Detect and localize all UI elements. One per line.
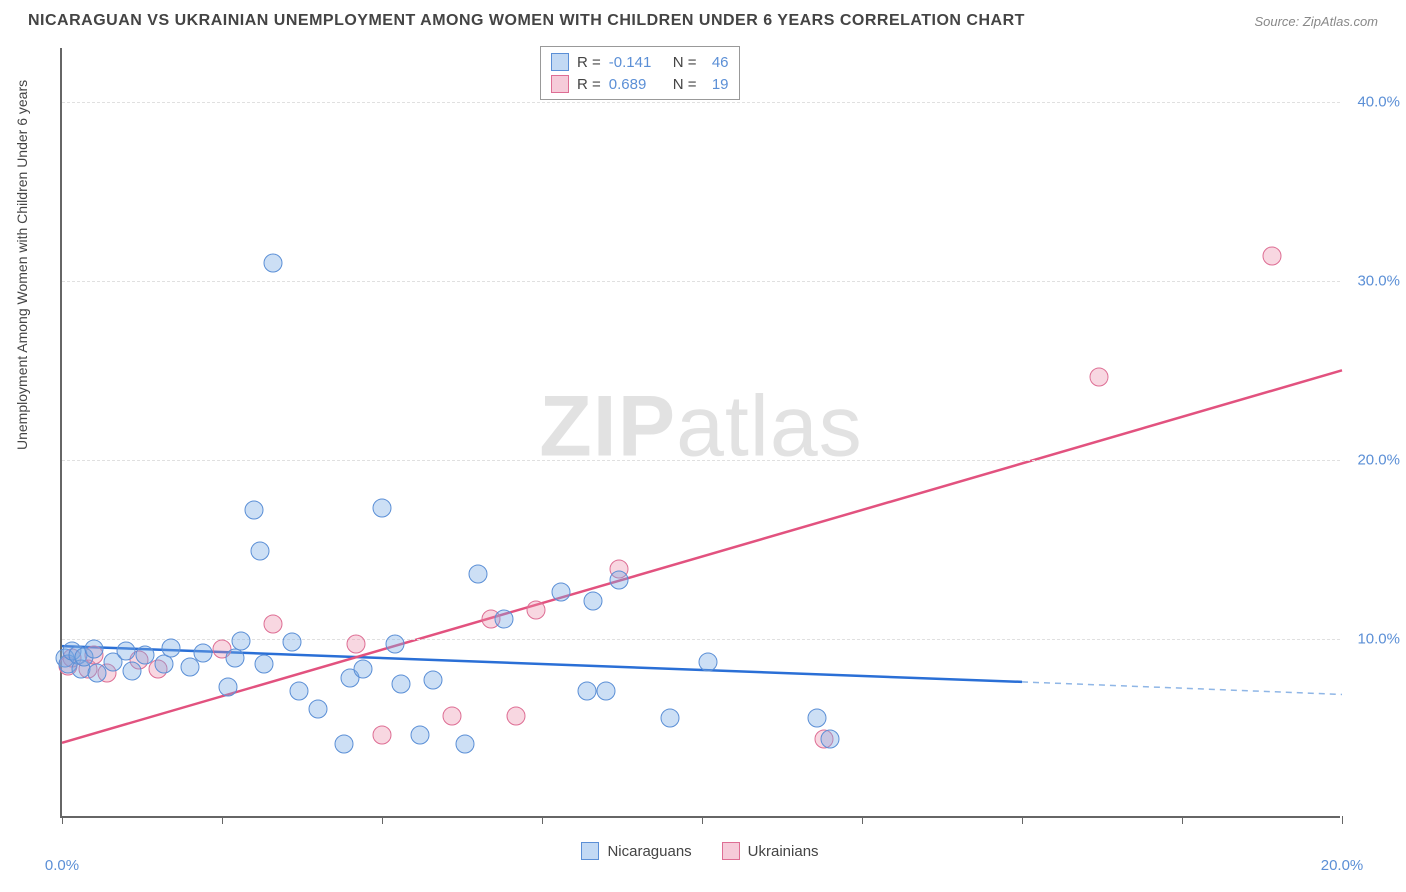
- data-point-nicaraguans: [385, 635, 404, 654]
- data-point-nicaraguans: [254, 654, 273, 673]
- N-label: N =: [673, 54, 697, 71]
- data-point-nicaraguans: [334, 735, 353, 754]
- legend-label-nicaraguans: Nicaraguans: [607, 843, 691, 860]
- data-point-nicaraguans: [699, 653, 718, 672]
- data-point-nicaraguans: [469, 565, 488, 584]
- x-tick: [542, 816, 543, 824]
- data-point-nicaraguans: [411, 726, 430, 745]
- x-tick: [382, 816, 383, 824]
- regression-lines: [62, 48, 1340, 816]
- data-point-nicaraguans: [136, 645, 155, 664]
- legend-series: Nicaraguans Ukrainians: [60, 842, 1340, 860]
- data-point-ukrainians: [373, 726, 392, 745]
- legend-correlation: R = -0.141 N = 46 R = 0.689 N = 19: [540, 46, 740, 100]
- data-point-nicaraguans: [494, 610, 513, 629]
- data-point-nicaraguans: [123, 661, 142, 680]
- x-tick: [1182, 816, 1183, 824]
- swatch-pink-icon: [722, 842, 740, 860]
- data-point-nicaraguans: [584, 592, 603, 611]
- x-tick: [62, 816, 63, 824]
- gridline: [62, 460, 1340, 461]
- data-point-nicaraguans: [283, 633, 302, 652]
- legend-row-nicaraguans: R = -0.141 N = 46: [551, 51, 729, 73]
- y-tick-label: 40.0%: [1357, 93, 1400, 110]
- data-point-nicaraguans: [193, 644, 212, 663]
- x-tick: [1342, 816, 1343, 824]
- legend-item-ukrainians: Ukrainians: [722, 842, 819, 860]
- y-axis-label: Unemployment Among Women with Children U…: [14, 80, 30, 450]
- N-value-nicaraguans: 46: [705, 54, 729, 71]
- data-point-nicaraguans: [456, 735, 475, 754]
- data-point-nicaraguans: [232, 631, 251, 650]
- data-point-nicaraguans: [245, 500, 264, 519]
- data-point-ukrainians: [1089, 368, 1108, 387]
- R-value-nicaraguans: -0.141: [609, 54, 665, 71]
- N-value-ukrainians: 19: [705, 76, 729, 93]
- R-label: R =: [577, 54, 601, 71]
- data-point-nicaraguans: [289, 681, 308, 700]
- swatch-blue-icon: [581, 842, 599, 860]
- data-point-nicaraguans: [373, 499, 392, 518]
- gridline: [62, 102, 1340, 103]
- data-point-ukrainians: [347, 635, 366, 654]
- plot-area: ZIPatlas 10.0%20.0%30.0%40.0%0.0%20.0%: [60, 48, 1340, 818]
- data-point-nicaraguans: [609, 570, 628, 589]
- y-tick-label: 30.0%: [1357, 272, 1400, 289]
- data-point-nicaraguans: [424, 670, 443, 689]
- data-point-ukrainians: [507, 706, 526, 725]
- source-attribution: Source: ZipAtlas.com: [1254, 14, 1378, 29]
- data-point-ukrainians: [264, 615, 283, 634]
- data-point-nicaraguans: [353, 660, 372, 679]
- watermark: ZIPatlas: [539, 378, 862, 477]
- gridline: [62, 281, 1340, 282]
- data-point-nicaraguans: [85, 640, 104, 659]
- x-tick: [702, 816, 703, 824]
- y-tick-label: 10.0%: [1357, 630, 1400, 647]
- data-point-nicaraguans: [117, 642, 136, 661]
- data-point-ukrainians: [1262, 246, 1281, 265]
- data-point-nicaraguans: [309, 699, 328, 718]
- legend-label-ukrainians: Ukrainians: [748, 843, 819, 860]
- data-point-ukrainians: [443, 706, 462, 725]
- data-point-nicaraguans: [552, 583, 571, 602]
- x-tick: [1022, 816, 1023, 824]
- x-tick: [862, 816, 863, 824]
- y-tick-label: 20.0%: [1357, 451, 1400, 468]
- R-label: R =: [577, 76, 601, 93]
- swatch-pink-icon: [551, 75, 569, 93]
- data-point-ukrainians: [526, 601, 545, 620]
- data-point-nicaraguans: [225, 649, 244, 668]
- data-point-nicaraguans: [821, 730, 840, 749]
- R-value-ukrainians: 0.689: [609, 76, 665, 93]
- data-point-nicaraguans: [392, 674, 411, 693]
- legend-row-ukrainians: R = 0.689 N = 19: [551, 73, 729, 95]
- data-point-nicaraguans: [661, 708, 680, 727]
- N-label: N =: [673, 76, 697, 93]
- data-point-nicaraguans: [161, 638, 180, 657]
- data-point-nicaraguans: [264, 253, 283, 272]
- swatch-blue-icon: [551, 53, 569, 71]
- data-point-nicaraguans: [597, 681, 616, 700]
- data-point-nicaraguans: [808, 708, 827, 727]
- data-point-nicaraguans: [251, 541, 270, 560]
- gridline: [62, 639, 1340, 640]
- legend-item-nicaraguans: Nicaraguans: [581, 842, 691, 860]
- data-point-nicaraguans: [219, 678, 238, 697]
- data-point-nicaraguans: [577, 681, 596, 700]
- x-tick: [222, 816, 223, 824]
- chart-title: NICARAGUAN VS UKRAINIAN UNEMPLOYMENT AMO…: [28, 12, 1025, 30]
